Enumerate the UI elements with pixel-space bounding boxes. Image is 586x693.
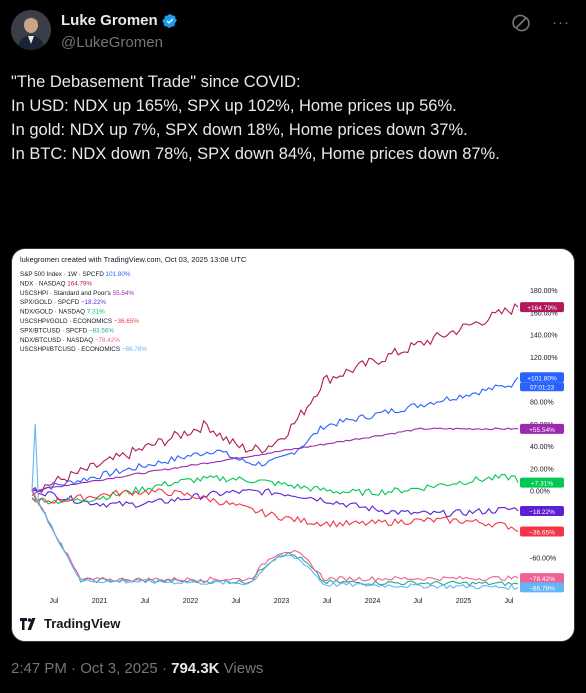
price-badge-sub — [520, 382, 564, 392]
tradingview-brand: TradingView — [44, 616, 121, 631]
legend-entry: USCSHPI/GOLD · ECONOMICS −36.65% — [20, 318, 139, 325]
price-badge — [520, 372, 564, 383]
price-badge-label: +101.80% — [527, 375, 557, 382]
chart-image[interactable]: lukegromen created with TradingView.com,… — [11, 248, 575, 642]
views-count: 794.3K — [171, 660, 220, 677]
legend-entry: NDX/BTCUSD · NASDAQ −78.42% — [20, 337, 120, 344]
y-tick-label: 20.00% — [530, 466, 554, 473]
x-tick-label: Jul — [505, 598, 514, 605]
tweet-line: In BTC: NDX down 78%, SPX down 84%, Home… — [11, 145, 500, 163]
y-tick-label: 180.00% — [530, 288, 558, 295]
price-badge — [520, 582, 564, 593]
legend-entry: S&P 500 Index · 1W · SPCFD 101.80% — [20, 271, 131, 278]
series-line — [31, 473, 519, 505]
legend-entry: USCSHPI/BTCUSD · ECONOMICS −86.78% — [20, 346, 147, 353]
y-tick-label: 160.00% — [530, 310, 558, 317]
legend-entry: SPX/GOLD · SPCFD −18.22% — [20, 299, 106, 306]
price-badge — [520, 526, 564, 537]
price-badge — [520, 573, 564, 584]
tweet-text: "The Debasement Trade" since COVID: In U… — [11, 70, 571, 166]
grok-icon[interactable] — [512, 14, 530, 32]
y-tick-label: 0.00% — [530, 489, 550, 496]
price-badge-label: +7.31% — [531, 481, 553, 488]
legend-entry: SPX/BTCUSD · SPCFD −83.56% — [20, 327, 114, 334]
x-tick-label: Jul — [414, 598, 423, 605]
series-line — [31, 376, 519, 493]
series-line — [31, 423, 519, 591]
tradingview-logo-icon — [20, 617, 36, 630]
series-line — [31, 490, 519, 587]
more-icon[interactable]: ··· — [552, 14, 570, 31]
legend-bg — [18, 266, 168, 360]
series-line — [31, 427, 519, 492]
x-tick-label: 2023 — [274, 598, 290, 605]
views-label: Views — [223, 660, 264, 677]
tweet-time[interactable]: 2:47 PM — [11, 660, 67, 677]
price-badge-label: −36.65% — [529, 530, 555, 537]
legend-entry: NDX/GOLD · NASDAQ 7.31% — [20, 309, 105, 316]
price-badge-label: +55.54% — [529, 427, 555, 434]
price-badge — [520, 477, 564, 488]
avatar-portrait — [11, 10, 51, 50]
verified-badge-icon — [162, 13, 177, 28]
x-tick-label: Jul — [141, 598, 150, 605]
price-badge-label: −86.78% — [529, 585, 555, 592]
series-line — [31, 490, 519, 583]
x-tick-label: 2022 — [183, 598, 199, 605]
x-tick-label: Jul — [232, 598, 241, 605]
tweet-line: In USD: NDX up 165%, SPX up 102%, Home p… — [11, 97, 457, 115]
footer-sep: · — [161, 660, 167, 677]
price-badge-label: −78.42% — [529, 576, 555, 583]
series-line — [31, 302, 519, 496]
price-badge — [520, 423, 564, 434]
y-tick-label: 40.00% — [530, 444, 554, 451]
avatar[interactable] — [11, 10, 51, 50]
price-badge-sublabel: 07:01:23 — [530, 384, 555, 391]
footer-sep: · — [71, 660, 77, 677]
tradingview-chart: lukegromen created with TradingView.com,… — [18, 255, 564, 605]
tradingview-logo: TradingView — [20, 616, 120, 631]
price-badge-label: +164.79% — [527, 305, 557, 312]
top-actions: ··· — [512, 14, 570, 32]
tweet-date[interactable]: Oct 3, 2025 — [80, 660, 158, 677]
x-tick-label: Jul — [323, 598, 332, 605]
tweet-footer: 2:47 PM · Oct 3, 2025 · 794.3K Views — [11, 660, 263, 677]
y-tick-label: 120.00% — [530, 355, 558, 362]
price-badge — [520, 302, 564, 313]
x-tick-label: 2025 — [456, 598, 472, 605]
legend-entry: USCSHPI · Standard and Poor's 55.54% — [20, 290, 134, 297]
y-tick-label: 140.00% — [530, 333, 558, 340]
tweet-line: In gold: NDX up 7%, SPX down 18%, Home p… — [11, 121, 468, 139]
author-name-row[interactable]: Luke Gromen — [61, 12, 178, 29]
price-badge-label: −18.22% — [529, 509, 555, 516]
y-tick-label: 80.00% — [530, 400, 554, 407]
tweet-line: "The Debasement Trade" since COVID: — [11, 73, 301, 91]
series-line — [31, 486, 519, 518]
author-handle[interactable]: @LukeGromen — [61, 34, 163, 51]
author-name[interactable]: Luke Gromen — [61, 12, 158, 29]
chart-header: lukegromen created with TradingView.com,… — [20, 255, 247, 264]
series-line — [31, 488, 519, 533]
legend-entry: NDX · NASDAQ 164.79% — [20, 280, 92, 287]
x-tick-label: 2024 — [365, 598, 381, 605]
x-tick-label: 2021 — [92, 598, 108, 605]
y-tick-label: -60.00% — [530, 556, 556, 563]
x-tick-label: Jul — [50, 598, 59, 605]
price-badge — [520, 506, 564, 517]
